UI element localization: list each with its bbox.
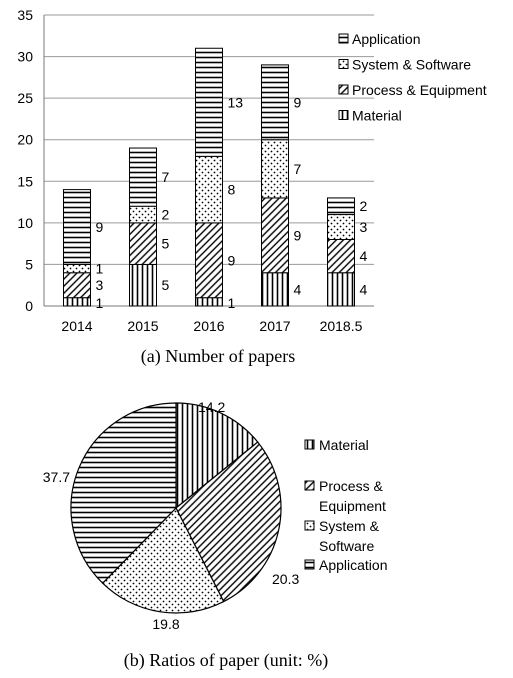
legend-label-application: Application — [352, 31, 421, 47]
bar-y-tick-label: 0 — [25, 298, 33, 314]
bar-segment-process-equipment-2017 — [261, 197, 289, 274]
pie-data-labels: 14.2 20.3 19.8 37.7 — [43, 399, 300, 632]
pie-legend-label-system-software: Software — [319, 538, 374, 554]
bar-y-tick-labels: 0 5 10 15 20 25 30 35 — [17, 7, 33, 314]
bar-data-label: 5 — [162, 277, 170, 293]
bar-segment-system-software-2015 — [129, 205, 157, 224]
bar-data-label: 3 — [360, 219, 368, 235]
pie-legend-label-application: Application — [319, 557, 388, 573]
pie-legend-label-material: Material — [319, 437, 369, 453]
legend-swatch-process-equipment — [338, 84, 349, 95]
bar-data-label: 2 — [162, 207, 170, 223]
pie-legend: Material Process & Equipment System & Softwa… — [304, 437, 388, 573]
legend-swatch-application — [338, 33, 349, 44]
bar-data-label: 7 — [294, 161, 302, 177]
bar-segment-material-2018-5 — [327, 272, 355, 307]
pie-legend-label-system-software: System & — [319, 518, 380, 534]
pie-slice-material — [175, 402, 259, 510]
pie-legend-label-process-equipment: Equipment — [319, 498, 386, 514]
bar-segment-application-2016 — [195, 47, 223, 157]
bar-x-tick-labels: 2014 2015 2016 2017 2018.5 — [61, 318, 362, 334]
bar-x-tick-label: 2014 — [61, 318, 92, 334]
bar-data-label: 9 — [294, 227, 302, 243]
legend-label-material: Material — [352, 108, 402, 124]
bar-segments — [63, 47, 355, 307]
legend-label-process-equipment: Process & Equipment — [352, 82, 487, 98]
pie-data-label: 37.7 — [43, 469, 70, 485]
bar-y-tick-label: 25 — [17, 90, 33, 106]
pie-legend-swatch-material — [304, 439, 315, 450]
bar-x-tick-label: 2016 — [193, 318, 224, 334]
bar-y-tick-label: 20 — [17, 132, 33, 148]
bar-data-label: 4 — [294, 281, 302, 297]
bar-segment-system-software-2016 — [195, 155, 223, 224]
legend-label-system-software: System & Software — [352, 57, 471, 73]
bar-data-label: 4 — [360, 248, 368, 264]
bar-segment-application-2017 — [261, 64, 289, 141]
bar-data-label: 3 — [96, 277, 104, 293]
legend-swatch-system-software — [338, 59, 349, 69]
bar-segment-process-equipment-2015 — [129, 222, 157, 265]
bar-segment-system-software-2014 — [63, 263, 91, 274]
bar-y-tick-label: 15 — [17, 173, 33, 189]
bar-data-label: 1 — [96, 295, 104, 311]
bar-data-label: 13 — [228, 94, 244, 110]
bar-data-label: 4 — [360, 281, 368, 297]
bar-segment-material-2016 — [195, 297, 223, 307]
bar-segment-material-2014 — [63, 297, 91, 307]
bar-caption: (a) Number of papers — [141, 346, 295, 367]
bar-data-label: 9 — [228, 252, 236, 268]
bar-segment-application-2014 — [63, 189, 91, 265]
bar-data-label: 9 — [96, 219, 104, 235]
pie-slices — [70, 402, 282, 614]
pie-slice-process-equipment — [175, 441, 282, 603]
pie-chart: 14.2 20.3 19.8 37.7 Material Process & Equipm… — [43, 399, 388, 671]
pie-legend-label-process-equipment: Process & — [319, 478, 383, 494]
legend-swatch-material — [338, 110, 349, 120]
bar-y-tick-label: 10 — [17, 215, 33, 231]
pie-slice-application — [70, 402, 177, 585]
bar-data-label: 5 — [162, 236, 170, 252]
bar-segment-process-equipment-2016 — [195, 222, 223, 299]
bar-y-tick-label: 30 — [17, 49, 33, 65]
bar-data-label: 1 — [228, 295, 236, 311]
bar-y-tick-label: 35 — [17, 7, 33, 23]
bar-data-label: 7 — [162, 169, 170, 185]
pie-data-label: 14.2 — [198, 399, 225, 415]
bar-segment-process-equipment-2018-5 — [327, 238, 355, 274]
pie-caption: (b) Ratios of paper (unit: %) — [124, 650, 328, 671]
pie-legend-swatch-process-equipment — [304, 480, 315, 491]
bar-legend: Application System & Software Process & Eq… — [338, 31, 487, 124]
bar-segment-material-2015 — [129, 263, 157, 307]
bar-data-label: 8 — [228, 182, 236, 198]
pie-slice-system-software — [101, 506, 225, 614]
bar-segment-application-2018-5 — [327, 197, 355, 216]
bar-data-label: 9 — [294, 94, 302, 110]
bar-segment-system-software-2018-5 — [327, 214, 355, 240]
pie-legend-swatch-system-software — [304, 520, 315, 531]
pie-legend-swatch-application — [304, 559, 315, 570]
bar-segment-process-equipment-2014 — [63, 272, 91, 299]
bar-segment-system-software-2017 — [261, 139, 289, 199]
pie-data-label: 19.8 — [152, 616, 179, 632]
bar-x-tick-label: 2015 — [127, 318, 158, 334]
bar-x-tick-label: 2018.5 — [320, 318, 363, 334]
bar-segment-material-2017 — [261, 272, 289, 307]
bar-y-tick-label: 5 — [25, 256, 33, 272]
pie-data-label: 20.3 — [272, 571, 299, 587]
bar-data-label: 1 — [96, 261, 104, 277]
bar-data-label: 2 — [360, 198, 368, 214]
bar-segment-application-2015 — [129, 147, 157, 207]
bar-x-tick-label: 2017 — [259, 318, 290, 334]
